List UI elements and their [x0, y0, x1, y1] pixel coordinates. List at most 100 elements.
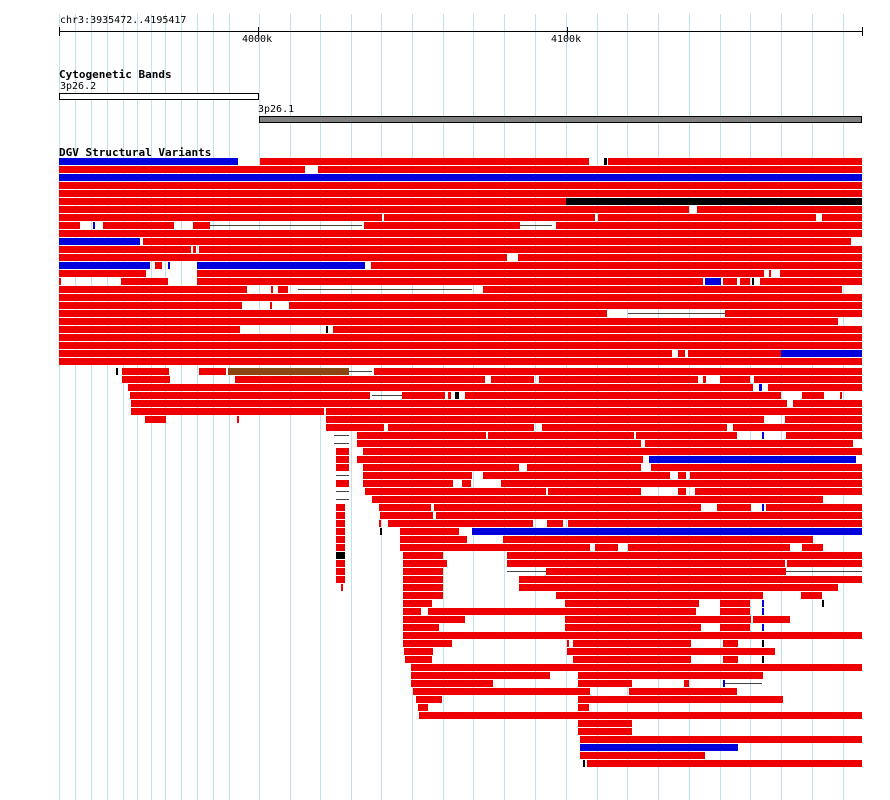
dgv-loss-variant[interactable] [197, 278, 703, 285]
dgv-loss-variant[interactable] [357, 432, 486, 439]
dgv-loss-variant[interactable] [59, 326, 240, 333]
dgv-loss-variant[interactable] [720, 608, 750, 615]
dgv-loss-variant[interactable] [379, 520, 381, 527]
dgv-loss-variant[interactable] [388, 424, 534, 431]
dgv-loss-variant[interactable] [573, 640, 691, 647]
dgv-loss-variant[interactable] [260, 158, 589, 165]
dgv-loss-variant[interactable] [336, 544, 345, 551]
dgv-loss-variant[interactable] [556, 592, 763, 599]
dgv-loss-variant[interactable] [403, 600, 432, 607]
dgv-loss-variant[interactable] [595, 544, 618, 551]
dgv-loss-variant[interactable] [645, 440, 853, 447]
dgv-loss-variant[interactable] [402, 392, 445, 399]
dgv-loss-variant[interactable] [103, 222, 174, 229]
dgv-loss-variant[interactable] [462, 480, 471, 487]
dgv-loss-variant[interactable] [59, 342, 862, 349]
dgv-gain-variant[interactable] [472, 528, 862, 535]
dgv-loss-variant[interactable] [59, 278, 61, 285]
dgv-loss-variant[interactable] [697, 206, 862, 213]
dgv-loss-variant[interactable] [578, 704, 589, 711]
dgv-loss-variant[interactable] [403, 624, 439, 631]
dgv-loss-variant[interactable] [840, 392, 842, 399]
dgv-gain-variant[interactable] [705, 278, 721, 285]
dgv-loss-variant[interactable] [547, 520, 563, 527]
dgv-loss-variant[interactable] [326, 416, 764, 423]
dgv-loss-variant[interactable] [403, 584, 443, 591]
dgv-loss-variant[interactable] [403, 576, 443, 583]
dgv-loss-variant[interactable] [128, 384, 753, 391]
dgv-loss-variant[interactable] [59, 350, 672, 357]
dgv-loss-variant[interactable] [336, 560, 345, 567]
dgv-gain-variant[interactable] [59, 262, 150, 269]
dgv-loss-variant[interactable] [548, 488, 641, 495]
dgv-loss-variant[interactable] [357, 456, 643, 463]
dgv-loss-variant[interactable] [59, 166, 305, 173]
dgv-loss-variant[interactable] [326, 408, 862, 415]
dgv-loss-variant[interactable] [130, 392, 370, 399]
dgv-loss-variant[interactable] [628, 544, 790, 551]
dgv-loss-variant[interactable] [363, 480, 453, 487]
dgv-loss-variant[interactable] [336, 456, 349, 463]
dgv-loss-variant[interactable] [723, 278, 737, 285]
dgv-loss-variant[interactable] [636, 432, 737, 439]
dgv-gain-variant[interactable] [762, 608, 764, 615]
dgv-loss-variant[interactable] [336, 448, 349, 455]
dgv-loss-variant[interactable] [507, 560, 785, 567]
dgv-loss-variant[interactable] [725, 310, 862, 317]
dgv-loss-variant[interactable] [59, 206, 689, 213]
dgv-loss-variant[interactable] [336, 464, 349, 471]
dgv-loss-variant[interactable] [336, 528, 345, 535]
dgv-loss-variant[interactable] [587, 760, 862, 767]
dgv-loss-variant[interactable] [336, 512, 345, 519]
dgv-loss-variant[interactable] [143, 238, 851, 245]
dgv-loss-variant[interactable] [688, 350, 781, 357]
dgv-loss-variant[interactable] [695, 488, 862, 495]
dgv-loss-variant[interactable] [155, 262, 162, 269]
dgv-gain-variant[interactable] [197, 262, 365, 269]
dgv-loss-variant[interactable] [801, 592, 822, 599]
dgv-loss-variant[interactable] [578, 672, 763, 679]
dgv-loss-variant[interactable] [121, 278, 168, 285]
dgv-loss-variant[interactable] [733, 424, 862, 431]
dgv-gain-variant[interactable] [759, 384, 762, 391]
dgv-gain-loss-variant[interactable] [116, 368, 118, 375]
dgv-loss-variant[interactable] [59, 302, 242, 309]
dgv-loss-variant[interactable] [363, 464, 519, 471]
dgv-loss-variant[interactable] [578, 720, 632, 727]
dgv-loss-variant[interactable] [59, 334, 862, 341]
dgv-loss-variant[interactable] [678, 472, 686, 479]
dgv-gain-loss-variant[interactable] [566, 198, 862, 205]
dgv-gain-loss-variant[interactable] [604, 158, 607, 165]
dgv-gain-variant[interactable] [762, 432, 764, 439]
dgv-loss-variant[interactable] [434, 504, 701, 511]
dgv-loss-variant[interactable] [501, 480, 862, 487]
dgv-loss-variant[interactable] [336, 504, 345, 511]
dgv-loss-variant[interactable] [235, 376, 485, 383]
dgv-gain-loss-variant[interactable] [762, 640, 764, 647]
dgv-loss-variant[interactable] [631, 512, 862, 519]
dgv-loss-variant[interactable] [720, 600, 750, 607]
dgv-loss-variant[interactable] [546, 568, 786, 575]
dgv-loss-variant[interactable] [768, 384, 862, 391]
dgv-loss-variant[interactable] [720, 376, 750, 383]
dgv-loss-variant[interactable] [760, 278, 862, 285]
dgv-gain-loss-variant[interactable] [380, 528, 382, 535]
dgv-loss-variant[interactable] [568, 520, 862, 527]
dgv-loss-variant[interactable] [289, 302, 318, 309]
dgv-gain-variant[interactable] [781, 350, 862, 357]
dgv-loss-variant[interactable] [723, 640, 738, 647]
dgv-loss-variant[interactable] [483, 472, 670, 479]
dgv-loss-variant[interactable] [403, 640, 452, 647]
dgv-loss-variant[interactable] [379, 504, 431, 511]
dgv-gain-variant[interactable] [723, 680, 725, 687]
dgv-loss-variant[interactable] [527, 464, 641, 471]
dgv-loss-variant[interactable] [703, 376, 706, 383]
dgv-loss-variant[interactable] [371, 262, 862, 269]
dgv-loss-variant[interactable] [488, 432, 634, 439]
dgv-loss-variant[interactable] [403, 568, 443, 575]
dgv-loss-variant[interactable] [403, 552, 443, 559]
dgv-loss-variant[interactable] [278, 286, 288, 293]
dgv-loss-variant[interactable] [336, 536, 345, 543]
dgv-loss-variant[interactable] [336, 480, 349, 487]
dgv-loss-variant[interactable] [400, 536, 467, 543]
